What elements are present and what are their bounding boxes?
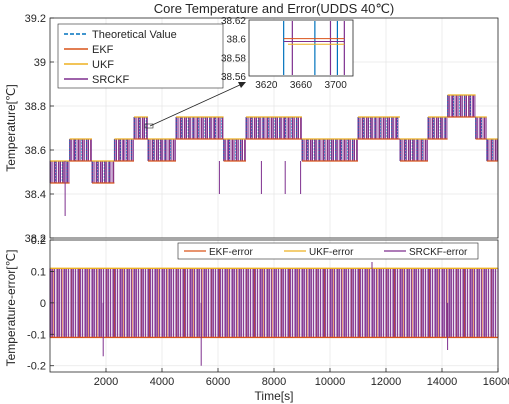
time-x-tick-label-6: 14000	[427, 376, 458, 388]
error-legend: EKF-error UKF-error SRCKF-error	[177, 242, 479, 260]
time-x-tick-label-3: 8000	[262, 376, 286, 388]
legend-label-srckf: SRCKF	[92, 74, 130, 86]
temperature-legend: Theoretical Value EKF UKF SRCKF	[57, 23, 224, 89]
legend-label-ekf: EKF	[92, 44, 114, 56]
error-y-tick-label-1: -0.1	[27, 329, 46, 341]
inset-y-tick-label-3: 38.62	[221, 16, 246, 27]
zoom-inset-series	[283, 21, 345, 75]
zoom-source-marker	[144, 123, 154, 129]
legend-label-ekf-error: EKF-error	[209, 247, 254, 258]
time-x-tick-label-4: 10000	[315, 376, 346, 388]
zoom-pointer-arrowhead	[238, 82, 246, 88]
zoom-inset-ticks: 3620 3660 3700 38.56 38.58 38.6 38.62	[221, 16, 347, 91]
error-y-tick-label-2: 0	[40, 298, 46, 310]
zoom-inset: 3620 3660 3700 38.56 38.58 38.6 38.62	[144, 16, 354, 129]
temperature-y-axis-label: Temperature[℃]	[4, 84, 18, 172]
error-y-ticks: -0.2 -0.1 0 0.1 0.2	[27, 235, 54, 373]
error-legend-box	[177, 242, 479, 260]
time-x-tick-label-1: 4000	[150, 376, 174, 388]
zoom-pointer-arrow	[149, 83, 243, 127]
temperature-y-tick-label-4: 39	[34, 57, 46, 69]
error-y-tick-label-3: 0.1	[31, 266, 46, 278]
temperature-y-tick-label-2: 38.6	[25, 145, 46, 157]
inset-y-tick-label-1: 38.58	[221, 53, 246, 64]
temperature-y-tick-label-1: 38.4	[25, 189, 46, 201]
temperature-y-tick-label-0: 38.2	[25, 233, 46, 245]
time-x-axis-label: Time[s]	[255, 389, 294, 403]
temperature-series	[49, 94, 498, 216]
time-x-tick-label-5: 12000	[371, 376, 402, 388]
error-y-tick-label-0: -0.2	[27, 361, 46, 373]
temperature-panel: 38.2 38.4 38.6 38.8 39 39.2 Core Temperature …	[4, 1, 499, 245]
legend-label-theoretical: Theoretical Value	[92, 29, 177, 41]
inset-y-tick-label-0: 38.56	[221, 72, 246, 83]
inset-x-tick-label-2: 3700	[325, 80, 348, 91]
legend-label-srckf-error: SRCKF-error	[409, 247, 468, 258]
legend-label-ukf-error: UKF-error	[309, 247, 354, 258]
time-x-tick-label-7: 16000	[483, 376, 509, 388]
error-series	[49, 262, 499, 366]
time-x-ticks: 2000 4000 6000 8000 10000 12000 14000 16000	[94, 368, 509, 388]
temperature-y-tick-label-3: 38.8	[25, 101, 46, 113]
time-x-tick-label-2: 6000	[206, 376, 230, 388]
temperature-y-ticks: 38.2 38.4 38.6 38.8 39 39.2	[25, 13, 54, 245]
time-x-tick-label-0: 2000	[94, 376, 118, 388]
inset-x-tick-label-0: 3620	[255, 80, 278, 91]
error-y-axis-label: Temperature-error[℃]	[4, 250, 18, 367]
inset-y-tick-label-2: 38.6	[227, 35, 247, 46]
error-y-tick-label-4: 0.2	[31, 235, 46, 247]
temperature-chart-title: Core Temperature and Error(UDDS 40℃)	[154, 1, 395, 16]
zoom-inset-box	[248, 19, 354, 77]
legend-label-ukf: UKF	[92, 59, 114, 71]
inset-x-tick-label-1: 3660	[290, 80, 313, 91]
temperature-y-tick-label-5: 39.2	[25, 13, 46, 25]
temperature-plot-frame	[49, 17, 499, 239]
error-panel: -0.2 -0.1 0 0.1 0.2 2000 4000 6000 8000 10000 120…	[4, 235, 509, 403]
